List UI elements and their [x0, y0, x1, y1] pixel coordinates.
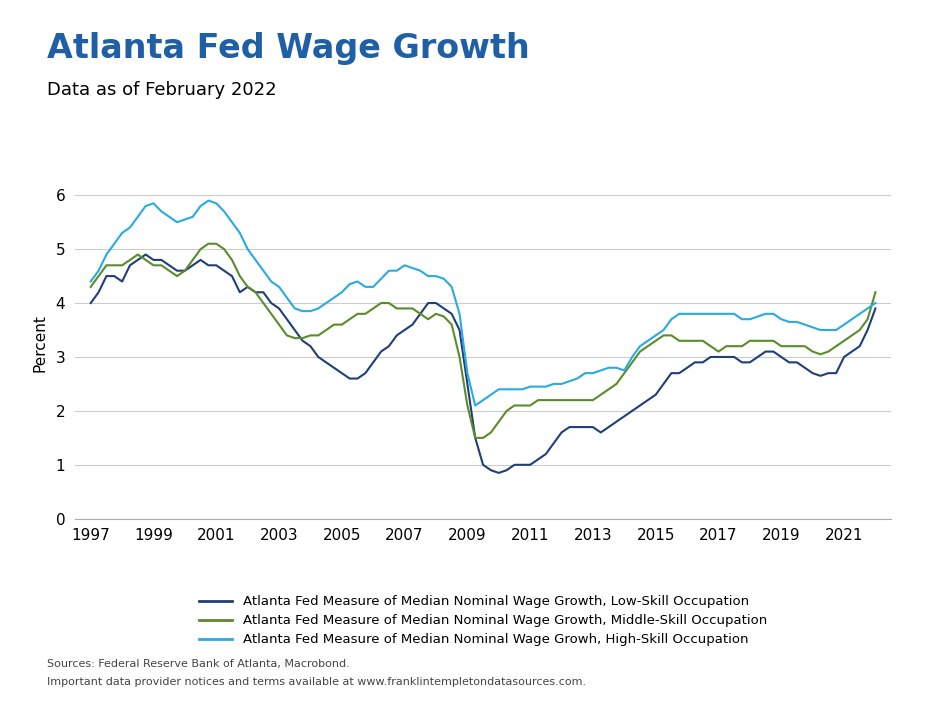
- Y-axis label: Percent: Percent: [32, 315, 47, 372]
- Legend: Atlanta Fed Measure of Median Nominal Wage Growth, Low-Skill Occupation, Atlanta: Atlanta Fed Measure of Median Nominal Wa…: [199, 595, 767, 646]
- Text: Sources: Federal Reserve Bank of Atlanta, Macrobond.: Sources: Federal Reserve Bank of Atlanta…: [47, 660, 350, 669]
- Text: Atlanta Fed Wage Growth: Atlanta Fed Wage Growth: [47, 32, 530, 64]
- Text: Important data provider notices and terms available at www.franklintempletondata: Important data provider notices and term…: [47, 677, 586, 687]
- Text: Data as of February 2022: Data as of February 2022: [47, 81, 277, 99]
